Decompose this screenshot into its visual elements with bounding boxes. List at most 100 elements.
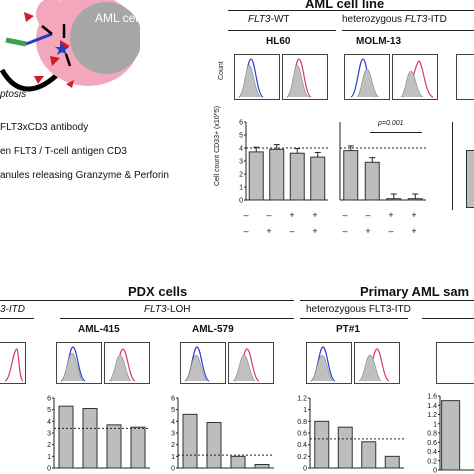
y-tick-label: 6 bbox=[47, 396, 51, 403]
y-tick-label: 1 bbox=[303, 407, 307, 414]
bar bbox=[343, 150, 359, 201]
treatment-sign: – bbox=[388, 226, 394, 236]
y-tick-label: 0.2 bbox=[427, 458, 437, 465]
treatment-sign: + bbox=[266, 226, 272, 236]
y-tick-label: 3 bbox=[239, 159, 243, 166]
treatment-sign: + bbox=[411, 210, 417, 220]
bar bbox=[384, 455, 400, 469]
y-tick-label: 4 bbox=[47, 419, 51, 426]
y-tick-label: 0.8 bbox=[297, 419, 307, 426]
chart-aml579: 0 1 2 3 4 5 6 bbox=[171, 396, 274, 473]
group-flt3-wt: FLT3-WT bbox=[248, 14, 290, 25]
y-tick-label: 1.6 bbox=[427, 394, 437, 401]
sample-aml415: AML-415 bbox=[78, 324, 120, 335]
y-tick-label: 1 bbox=[433, 421, 437, 428]
bar bbox=[106, 424, 122, 469]
y-tick-label: 1.4 bbox=[427, 403, 437, 410]
aml-cell-nucleus bbox=[70, 2, 140, 74]
group-rule-itd bbox=[342, 30, 474, 31]
pvalue-label: p=0.001 bbox=[378, 120, 404, 127]
arrow-down bbox=[64, 53, 72, 67]
bar bbox=[269, 148, 285, 201]
hist-pt1-blue bbox=[306, 342, 352, 384]
receptor-marker-4 bbox=[34, 76, 44, 84]
treatment-sign: + bbox=[312, 226, 318, 236]
bar bbox=[206, 422, 222, 469]
pdx-left-group: 3-ITD bbox=[0, 304, 25, 315]
granule-star-icon bbox=[55, 42, 69, 55]
primary-group-rule bbox=[300, 318, 408, 319]
bar-ylabel-aml: Cell count CD33+ (x10^5) bbox=[214, 105, 221, 186]
cut-bar-right bbox=[466, 150, 474, 208]
y-tick-label: 0 bbox=[303, 466, 307, 473]
group-rule-wt bbox=[228, 30, 336, 31]
bar bbox=[407, 198, 423, 201]
hist-cut-right bbox=[456, 54, 474, 100]
y-tick-label: 2 bbox=[47, 442, 51, 449]
y-tick-label: 0.6 bbox=[297, 431, 307, 438]
sample-aml579: AML-579 bbox=[192, 324, 234, 335]
hist-primary-cut bbox=[436, 342, 474, 384]
y-tick-label: 5 bbox=[171, 407, 175, 414]
receptor-marker-3 bbox=[50, 56, 60, 66]
y-tick-label: 5 bbox=[47, 407, 51, 414]
y-tick-label: 0 bbox=[171, 466, 175, 473]
sample-hl60: HL60 bbox=[266, 36, 291, 47]
receptor-marker-1 bbox=[24, 12, 34, 22]
pdx-header: PDX cells bbox=[128, 284, 188, 299]
bar bbox=[361, 441, 377, 469]
pdx-group-rule bbox=[60, 318, 294, 319]
cut-axis-right bbox=[452, 122, 453, 210]
treatment-sign: + bbox=[289, 210, 295, 220]
bar bbox=[82, 408, 98, 469]
y-tick-label: 3 bbox=[171, 431, 175, 438]
treatment-sign: – bbox=[365, 210, 371, 220]
treatment-sign: – bbox=[289, 226, 295, 236]
y-tick-label: 2 bbox=[239, 172, 243, 179]
hist-aml415-red bbox=[104, 342, 150, 384]
receptor-marker-5 bbox=[66, 80, 74, 88]
aml-line-header-rule bbox=[228, 10, 474, 11]
pvalue-bracket bbox=[370, 132, 422, 133]
hist-pt1-red bbox=[354, 342, 400, 384]
sample-pt1: PT#1 bbox=[336, 324, 360, 335]
y-tick-label: 1 bbox=[239, 185, 243, 192]
bar bbox=[314, 420, 330, 469]
chart-primary-cut: 0 0.2 0.4 0.6 0.8 1 1.2 1.4 1.6 bbox=[427, 394, 474, 474]
antibody-arm bbox=[25, 32, 53, 46]
treatment-sign: – bbox=[243, 210, 249, 220]
bar bbox=[441, 400, 461, 471]
bar bbox=[248, 151, 264, 201]
y-tick-label: 0.6 bbox=[427, 440, 437, 447]
y-tick-label: 2 bbox=[171, 442, 175, 449]
treatment-sign: + bbox=[411, 226, 417, 236]
y-tick-label: 5 bbox=[239, 133, 243, 140]
aml-cell-bump bbox=[36, 0, 68, 30]
y-tick-label: 0.4 bbox=[427, 449, 437, 456]
legend-line-2: en FLT3 / T-cell antigen CD3 bbox=[0, 146, 127, 157]
y-tick-label: 0.4 bbox=[297, 442, 307, 449]
bar bbox=[364, 161, 380, 201]
pdx-header-rule bbox=[0, 300, 294, 301]
treatment-sign: – bbox=[342, 226, 348, 236]
bar bbox=[386, 198, 402, 201]
y-tick-label: 6 bbox=[171, 396, 175, 403]
primary-group-rule-2 bbox=[422, 318, 474, 319]
pdx-group-loh: FLT3-LOH bbox=[144, 304, 191, 315]
bar bbox=[182, 413, 198, 469]
y-tick-label: 4 bbox=[171, 419, 175, 426]
t-cell-link bbox=[5, 37, 27, 47]
schematic-illustration bbox=[0, 0, 140, 92]
y-tick-label: 4 bbox=[239, 146, 243, 153]
chart-hl60: 0 1 2 3 4 5 6 bbox=[239, 120, 328, 205]
hist-pdx-cut bbox=[0, 342, 26, 384]
hist-molm13-blue bbox=[344, 54, 390, 100]
y-tick-label: 1 bbox=[47, 454, 51, 461]
y-tick-label: 3 bbox=[47, 431, 51, 438]
legend-line-1: FLT3xCD3 antibody bbox=[0, 122, 89, 133]
bar bbox=[310, 156, 326, 201]
pdx-left-rule bbox=[0, 318, 34, 319]
arrow-left bbox=[41, 25, 53, 35]
hist-aml415-blue bbox=[56, 342, 102, 384]
